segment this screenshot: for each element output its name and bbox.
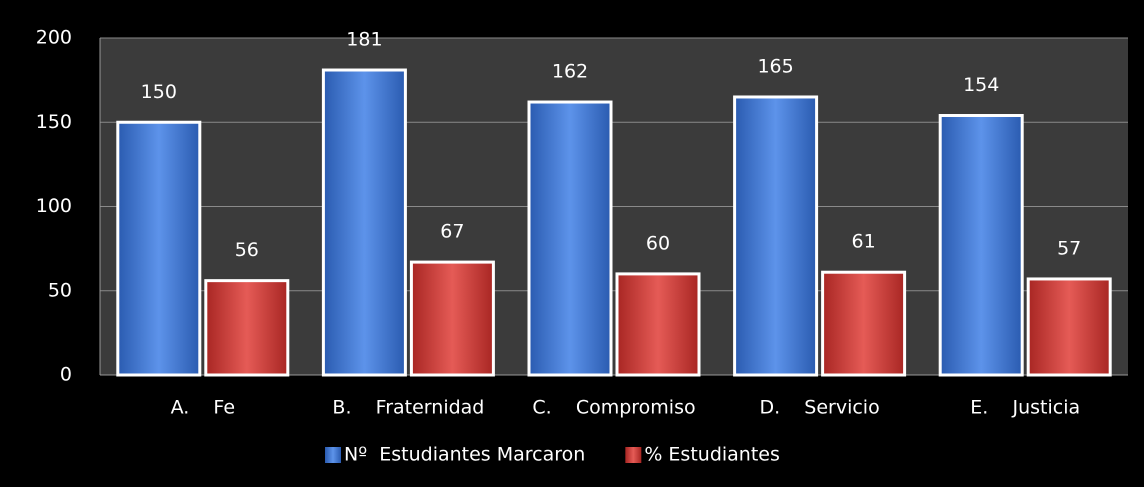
x-tick-label: C. Compromiso (532, 397, 695, 419)
bar (116, 120, 202, 377)
x-tick-label: D. Servicio (759, 397, 879, 419)
bar (938, 114, 1024, 377)
y-tick-label: 200 (36, 27, 72, 49)
data-label: 181 (346, 29, 382, 51)
x-tick-label: E. Justicia (970, 397, 1080, 419)
bar (1026, 277, 1112, 377)
y-tick-label: 150 (36, 111, 72, 133)
data-label: 60 (646, 232, 670, 254)
x-tick-label: A. Fe (171, 397, 235, 419)
bar (615, 272, 701, 377)
bar (527, 100, 613, 377)
bar (409, 260, 495, 377)
y-tick-label: 50 (48, 279, 72, 301)
data-label: 165 (757, 55, 793, 77)
legend-swatch (325, 447, 341, 463)
data-label: 154 (963, 74, 999, 96)
data-label: 56 (235, 239, 259, 261)
legend-label: % Estudiantes (644, 444, 780, 466)
x-tick-label: B. Fraternidad (332, 397, 484, 419)
bar (321, 68, 407, 377)
data-label: 57 (1057, 237, 1081, 259)
legend-swatch (625, 447, 642, 463)
bar (733, 95, 819, 377)
data-label: 67 (440, 221, 464, 243)
y-tick-label: 0 (60, 364, 72, 386)
legend-label: Nº Estudiantes Marcaron (344, 444, 585, 466)
y-tick-label: 100 (36, 195, 72, 217)
data-label: 150 (141, 81, 177, 103)
data-label: 61 (852, 231, 876, 253)
bar (821, 270, 907, 377)
bar (204, 279, 290, 377)
data-label: 162 (552, 61, 588, 83)
